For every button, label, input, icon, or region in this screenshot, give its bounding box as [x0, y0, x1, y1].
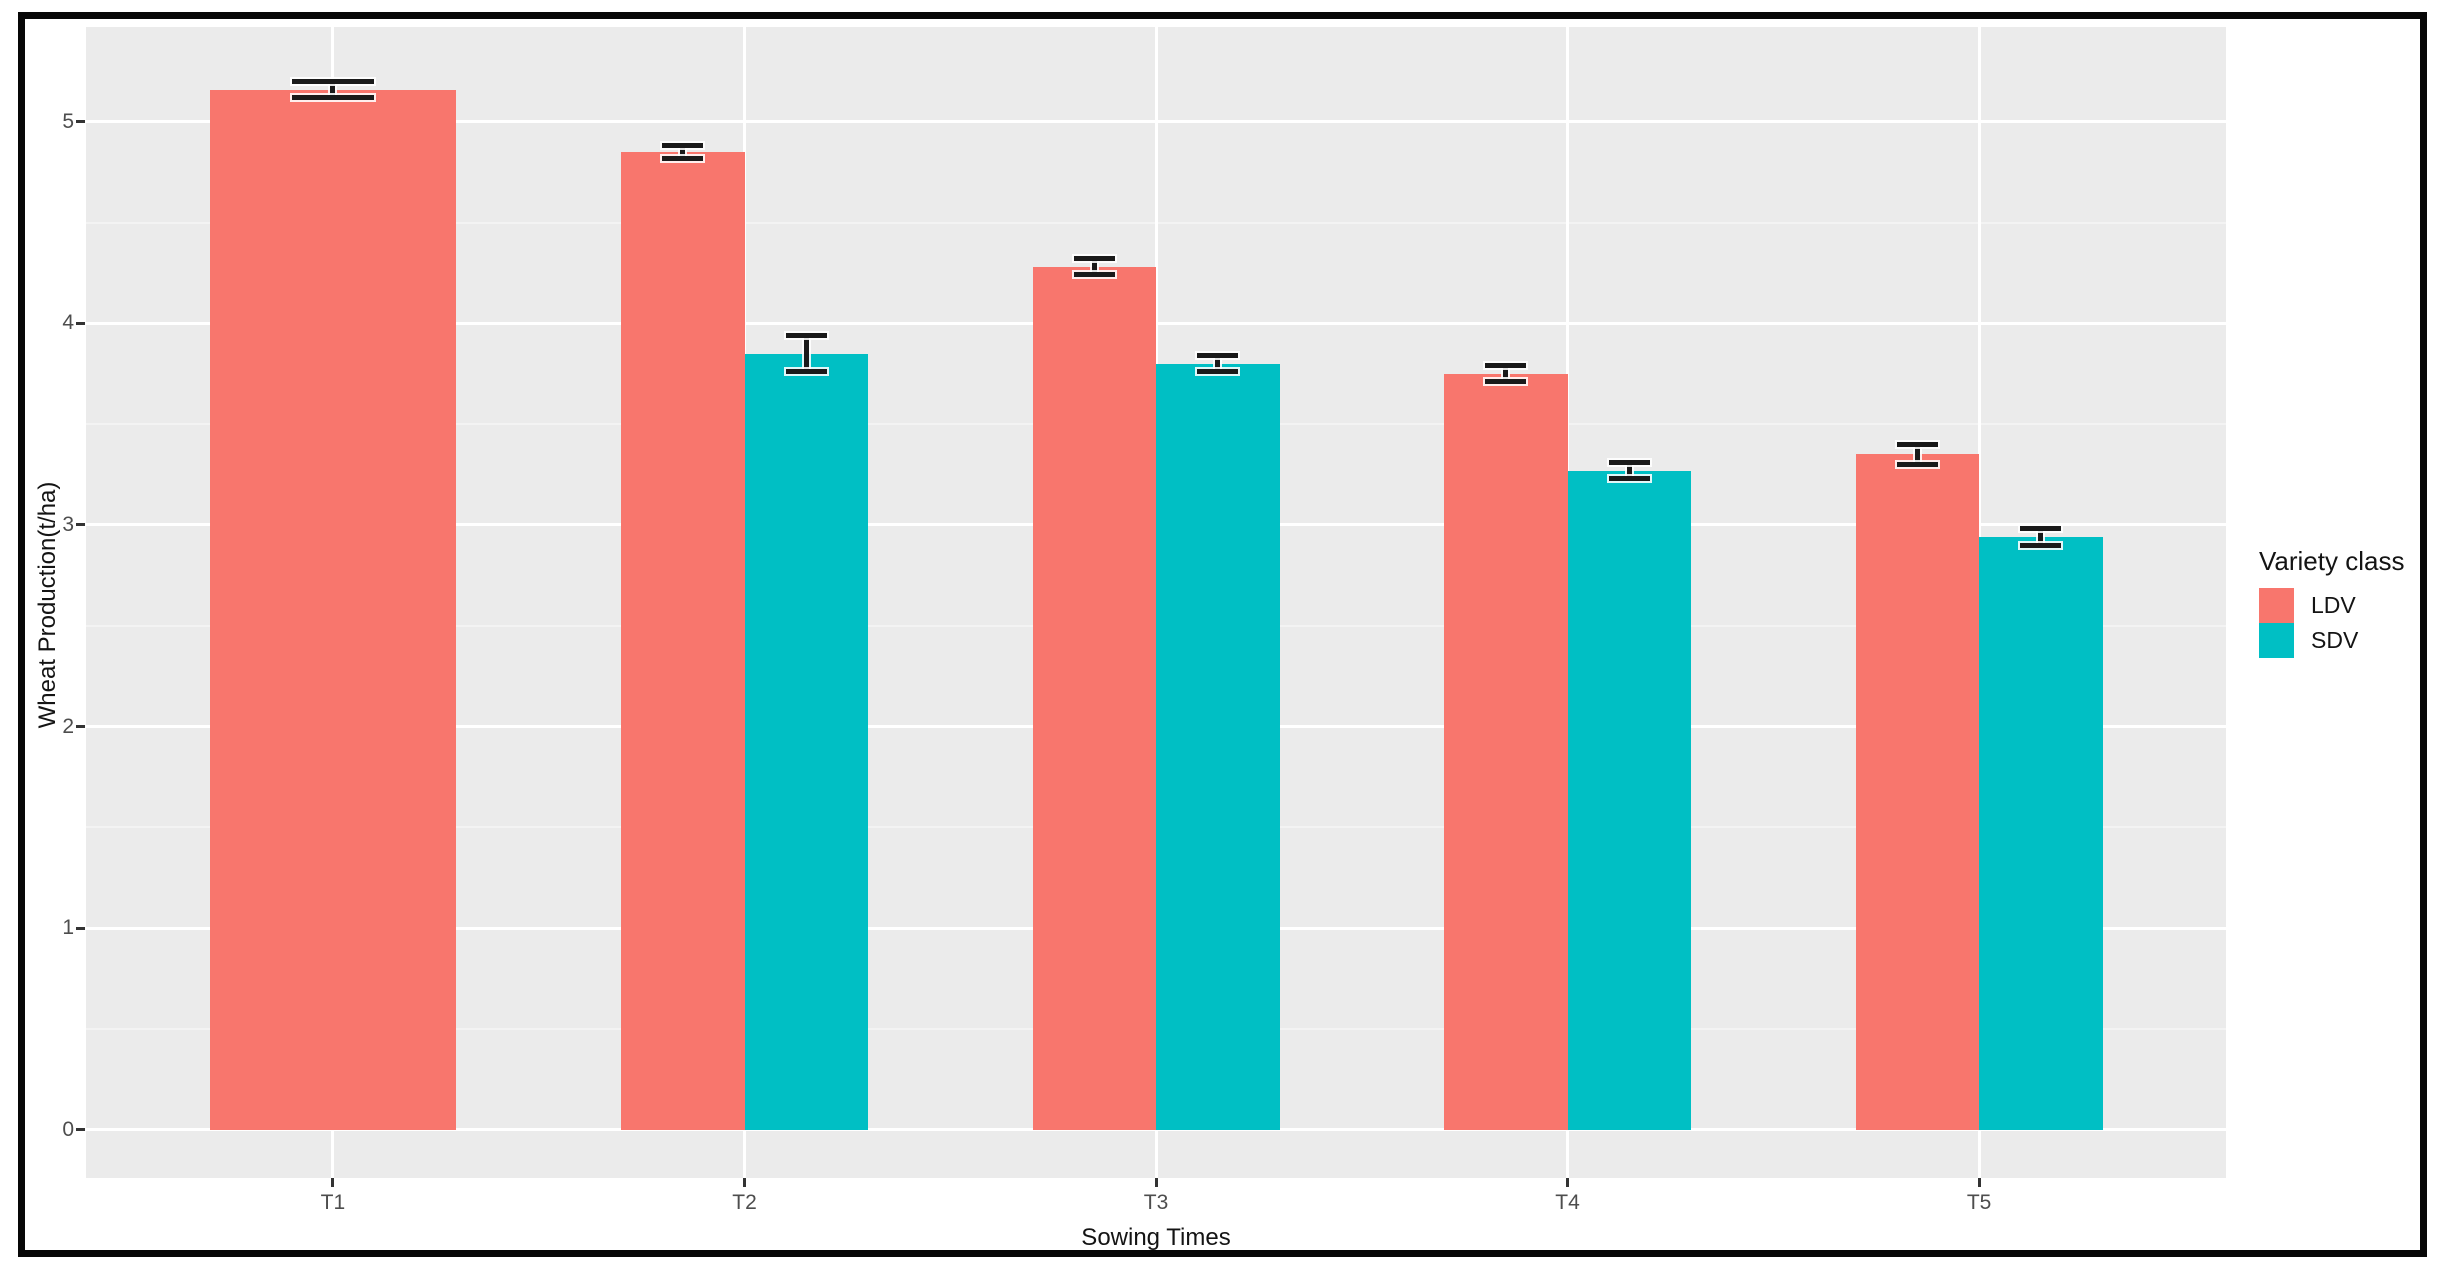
y-tick-mark: [76, 725, 85, 728]
legend-item-sdv: SDV: [2259, 623, 2404, 658]
errorbar-stem-sdv-t5: [2038, 528, 2044, 545]
bar-sdv-t4: [1567, 470, 1691, 1130]
legend-items: LDV SDV: [2259, 588, 2404, 658]
y-tick-mark: [76, 321, 85, 325]
plot-panel: [86, 27, 2226, 1178]
y-tick-mark: [76, 1128, 85, 1132]
errorbar-cap-sdv-t4: [1608, 459, 1650, 465]
errorbar-cap-ldv-t3: [1073, 256, 1115, 262]
bar-ldv-t3: [1032, 266, 1156, 1130]
legend: Variety class LDV SDV: [2259, 546, 2404, 658]
errorbar-cap-ldv-t2: [662, 143, 704, 149]
x-tick-mark: [1154, 1178, 1158, 1187]
y-tick-mark: [76, 120, 85, 124]
bar-ldv-t2: [621, 152, 745, 1130]
bar-sdv-t2: [744, 353, 868, 1130]
errorbar-cap-ldv-t2: [662, 155, 704, 161]
errorbar-cap-sdv-t5: [2020, 526, 2062, 532]
y-tick-label-1: 1: [62, 916, 74, 939]
x-tick-label-t1: T1: [320, 1191, 346, 1214]
legend-swatch-ldv: [2259, 588, 2294, 623]
errorbar-stem-ldv-t5: [1914, 444, 1920, 465]
errorbar-stem-ldv-t3: [1091, 258, 1097, 275]
legend-item-ldv: LDV: [2259, 588, 2404, 623]
errorbar-stem-ldv-t1: [330, 81, 336, 98]
errorbar-cap-sdv-t5: [2020, 542, 2062, 548]
x-tick-mark: [1977, 1178, 1981, 1187]
errorbar-stem-ldv-t4: [1503, 365, 1509, 382]
x-tick-mark: [1566, 1178, 1569, 1187]
errorbar-cap-sdv-t2: [785, 332, 827, 338]
legend-label-ldv: LDV: [2311, 592, 2356, 618]
errorbar-stem-sdv-t4: [1626, 462, 1632, 479]
errorbar-cap-sdv-t3: [1197, 353, 1239, 359]
x-tick-label-t4: T4: [1555, 1191, 1580, 1214]
y-tick-label-5: 5: [62, 109, 74, 133]
y-tick-label-3: 3: [62, 512, 74, 536]
errorbar-stem-ldv-t2: [680, 145, 686, 158]
x-tick-label-t3: T3: [1143, 1191, 1169, 1214]
legend-title: Variety class: [2259, 546, 2405, 576]
bar-sdv-t5: [1979, 537, 2103, 1130]
errorbar-cap-sdv-t2: [785, 369, 827, 375]
x-tick-label-t5: T5: [1966, 1191, 1992, 1214]
x-tick-mark: [743, 1178, 746, 1187]
legend-swatch-sdv: [2259, 623, 2294, 658]
errorbar-cap-ldv-t1: [291, 78, 375, 84]
y-tick-label-0: 0: [62, 1117, 74, 1141]
errorbar-cap-ldv-t3: [1073, 272, 1115, 278]
errorbar-cap-sdv-t4: [1608, 476, 1650, 481]
errorbar-stem-sdv-t3: [1215, 355, 1221, 372]
y-tick-mark: [76, 926, 85, 930]
bar-sdv-t3: [1156, 363, 1280, 1130]
errorbar-cap-ldv-t4: [1485, 363, 1527, 369]
errorbar-cap-ldv-t5: [1896, 461, 1938, 467]
x-axis-title: Sowing Times: [1081, 1224, 1231, 1251]
bar-ldv-t5: [1855, 454, 1980, 1130]
bar-ldv-t4: [1444, 373, 1568, 1130]
x-tick-label-t2: T2: [732, 1191, 757, 1214]
errorbar-cap-ldv-t1: [291, 95, 375, 101]
y-tick-mark: [76, 523, 85, 527]
x-tick-mark: [331, 1178, 335, 1187]
legend-label-sdv: SDV: [2311, 627, 2359, 653]
errorbar-cap-ldv-t5: [1896, 441, 1938, 447]
errorbar-cap-ldv-t4: [1485, 379, 1527, 385]
errorbar-cap-sdv-t3: [1197, 369, 1239, 375]
errorbar-stem-sdv-t2: [803, 335, 809, 372]
bar-ldv-t1: [209, 89, 457, 1130]
y-tick-label-2: 2: [62, 714, 74, 738]
y-tick-label-4: 4: [62, 311, 74, 335]
